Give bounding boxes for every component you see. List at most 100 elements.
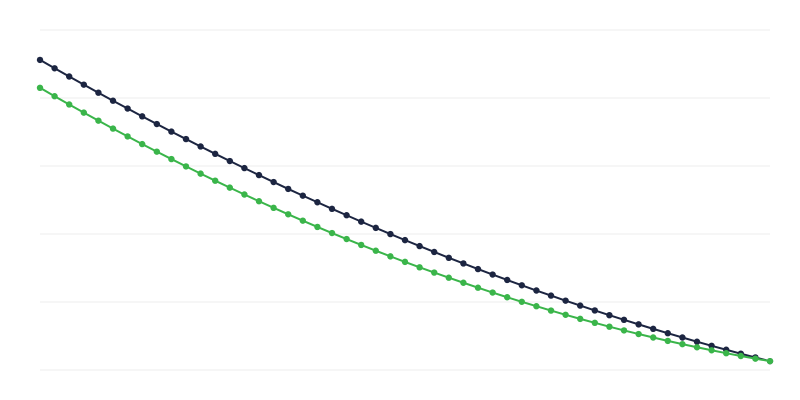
data-point <box>547 307 555 314</box>
data-point <box>474 284 482 291</box>
data-point <box>664 337 671 345</box>
data-point <box>182 135 190 143</box>
data-point <box>270 178 277 186</box>
data-point <box>401 258 409 266</box>
data-point <box>212 177 219 184</box>
data-point <box>124 133 131 140</box>
data-point <box>95 117 102 124</box>
data-point <box>168 155 175 163</box>
data-point <box>139 140 146 148</box>
data-point <box>679 340 686 348</box>
data-point <box>460 260 467 267</box>
data-point <box>591 307 598 314</box>
data-point <box>533 303 540 310</box>
data-point <box>153 120 160 128</box>
data-point <box>372 224 379 232</box>
data-point <box>241 164 248 172</box>
data-point <box>431 269 438 276</box>
data-point <box>285 211 292 218</box>
data-point <box>708 342 715 349</box>
data-point <box>299 217 306 224</box>
data-point <box>36 84 44 92</box>
data-point <box>255 198 263 205</box>
data-point <box>270 204 277 212</box>
data-point <box>197 143 204 150</box>
data-point <box>197 170 204 177</box>
data-point <box>51 65 58 72</box>
data-point <box>372 247 379 254</box>
data-point <box>226 184 233 191</box>
data-point <box>635 321 642 328</box>
data-point <box>416 242 423 250</box>
data-point <box>299 192 306 199</box>
data-point <box>562 297 569 304</box>
data-point <box>80 109 88 116</box>
data-point <box>693 344 701 351</box>
data-point <box>387 230 394 238</box>
data-point <box>255 171 263 179</box>
series-line <box>39 59 771 363</box>
data-point <box>650 325 657 333</box>
data-point <box>635 330 642 338</box>
data-point <box>620 316 628 324</box>
data-point <box>343 235 350 243</box>
data-point <box>518 298 525 305</box>
data-point <box>547 292 555 299</box>
data-point <box>606 311 613 319</box>
data-point <box>431 248 438 256</box>
data-point <box>401 236 409 244</box>
data-point <box>664 330 671 337</box>
data-point <box>577 302 584 309</box>
data-point <box>66 101 73 108</box>
data-point <box>328 229 336 237</box>
data-point <box>650 334 657 341</box>
data-point <box>153 148 160 155</box>
data-point <box>343 212 350 219</box>
data-point <box>314 199 321 206</box>
data-point <box>109 125 117 132</box>
data-point <box>577 315 584 323</box>
data-point <box>606 323 613 330</box>
data-point <box>620 327 628 334</box>
data-point <box>124 105 131 112</box>
data-point <box>766 357 774 365</box>
data-point <box>226 157 233 165</box>
data-point <box>109 97 117 104</box>
data-point <box>489 271 496 278</box>
data-point <box>504 294 511 301</box>
data-point <box>474 265 482 273</box>
data-point <box>358 241 365 249</box>
data-point <box>51 93 58 100</box>
data-point <box>489 289 496 296</box>
data-point <box>80 81 88 88</box>
data-point <box>562 311 569 318</box>
data-point <box>416 264 423 271</box>
data-point <box>460 279 467 286</box>
data-point <box>36 56 44 64</box>
data-point <box>241 191 248 198</box>
data-point <box>504 276 511 284</box>
data-point <box>693 338 701 345</box>
data-point <box>358 218 365 225</box>
data-point <box>314 223 321 231</box>
series-line <box>39 86 771 363</box>
data-point <box>708 347 715 354</box>
data-point <box>591 319 598 327</box>
data-point <box>518 282 525 289</box>
data-point <box>95 89 102 96</box>
data-point <box>533 287 540 294</box>
data-point <box>737 352 744 360</box>
data-point <box>723 350 730 357</box>
data-point <box>328 205 336 213</box>
data-point <box>139 113 146 120</box>
data-point <box>679 334 686 341</box>
data-point <box>66 73 73 80</box>
data-point <box>445 274 452 281</box>
data-point <box>285 185 292 193</box>
data-point <box>168 128 175 135</box>
data-point <box>212 150 219 158</box>
data-point <box>752 355 759 362</box>
data-point <box>182 163 190 170</box>
data-point <box>387 253 394 260</box>
